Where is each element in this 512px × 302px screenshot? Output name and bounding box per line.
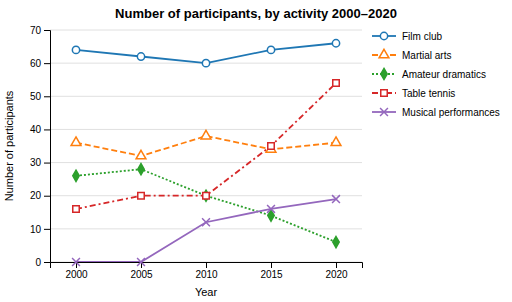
title: Number of participants, by activity 2000… <box>115 6 397 21</box>
legend-item: Musical performances <box>372 107 500 118</box>
y-axis-line <box>44 31 51 263</box>
x-tick: 2020 <box>325 262 348 280</box>
series-marker <box>266 144 276 153</box>
series-marker <box>267 46 274 53</box>
series-marker <box>136 150 146 159</box>
y-tick-label: 10 <box>30 224 42 235</box>
x-tick-label: 2000 <box>65 269 88 280</box>
y-tick: 60 <box>30 58 50 69</box>
lines <box>76 43 336 262</box>
legend: Film club Martial arts Amateur dramatics Ta… <box>372 31 500 118</box>
series-marker <box>331 137 341 146</box>
legend-label: Martial arts <box>402 50 451 61</box>
legend-marker <box>380 32 387 39</box>
y-tick-mark <box>44 63 50 64</box>
legend-marker <box>380 108 388 116</box>
y-tick: 50 <box>30 91 50 102</box>
series-marker <box>202 218 210 226</box>
series-marker <box>332 40 339 47</box>
y-tick-label: 60 <box>30 58 42 69</box>
legend-marker <box>379 49 389 58</box>
legend-item: Martial arts <box>372 49 451 60</box>
y-tick-mark <box>44 229 50 230</box>
y-tick-label: 50 <box>30 91 42 102</box>
y-tick: 20 <box>30 190 50 201</box>
y-tick: 0 <box>35 257 50 268</box>
series-marker <box>202 59 209 66</box>
legend-item: Table tennis <box>372 88 455 99</box>
series-marker <box>201 130 211 139</box>
series-marker <box>203 190 209 201</box>
series-marker <box>333 237 339 248</box>
x-axis: 2000 2005 2010 2015 2020 <box>51 262 363 280</box>
series-marker <box>138 164 144 175</box>
y-axis-label: Number of participants <box>3 90 15 201</box>
series-marker <box>138 192 144 198</box>
legend-item: Film club <box>372 31 442 42</box>
y-tick-label: 70 <box>30 25 42 36</box>
x-tick: 2000 <box>65 262 88 280</box>
legend-item: Amateur dramatics <box>372 68 486 79</box>
y-tick: 30 <box>30 157 50 168</box>
series-marker <box>332 195 340 203</box>
x-tick-mark <box>271 262 272 268</box>
series-line <box>76 83 336 209</box>
legend-label: Musical performances <box>402 107 500 118</box>
series-marker <box>267 205 275 213</box>
y-tick-label: 30 <box>30 157 42 168</box>
y-tick-mark <box>44 262 50 263</box>
x-tick: 2005 <box>130 262 153 280</box>
legend-marker <box>381 90 387 96</box>
x-tick-label: 2020 <box>325 269 348 280</box>
series-marker <box>71 137 81 146</box>
y-tick-label: 40 <box>30 124 42 135</box>
y-axis: 0 10 20 30 40 50 60 70 <box>30 25 51 268</box>
x-tick-mark <box>206 262 207 268</box>
series-marker <box>73 170 79 181</box>
y-tick-mark <box>44 129 50 130</box>
y-tick-mark <box>44 96 50 97</box>
legend-label: Table tennis <box>402 88 455 99</box>
grid-line <box>50 228 362 229</box>
series-line <box>76 199 336 262</box>
x-tick-label: 2015 <box>260 269 283 280</box>
series-marker <box>137 258 145 266</box>
x-axis-label: Year <box>195 286 218 298</box>
y-tick-mark <box>44 163 50 164</box>
grid-line <box>50 96 362 97</box>
series-marker <box>203 192 209 198</box>
y-tick-mark <box>44 196 50 197</box>
x-tick-mark <box>336 262 337 268</box>
series-marker <box>73 206 79 212</box>
y-tick-mark <box>44 30 50 31</box>
series-marker <box>268 143 274 149</box>
plot: 2000 2005 2010 2015 2020 0 10 20 30 40 50 60 70 <box>30 25 363 280</box>
y-tick: 10 <box>30 224 50 235</box>
legend-label: Amateur dramatics <box>402 69 486 80</box>
series-marker <box>333 80 339 86</box>
legend-marker <box>381 68 387 79</box>
y-tick-label: 0 <box>35 257 41 268</box>
series-marker <box>137 53 144 60</box>
x-tick: 2015 <box>260 262 283 280</box>
x-tick: 2010 <box>195 262 218 280</box>
x-tick-label: 2005 <box>130 269 153 280</box>
series-marker <box>72 258 80 266</box>
markers <box>71 40 341 266</box>
x-axis-line <box>51 263 363 269</box>
y-tick-label: 20 <box>30 190 42 201</box>
chart: Number of participants, by activity 2000… <box>0 0 512 302</box>
y-tick: 70 <box>30 25 50 36</box>
grid-line <box>50 30 362 31</box>
series-marker <box>72 46 79 53</box>
x-tick-label: 2010 <box>195 269 218 280</box>
grid <box>50 30 362 262</box>
y-tick: 40 <box>30 124 50 135</box>
legend-label: Film club <box>402 31 442 42</box>
grid-line <box>50 162 362 163</box>
